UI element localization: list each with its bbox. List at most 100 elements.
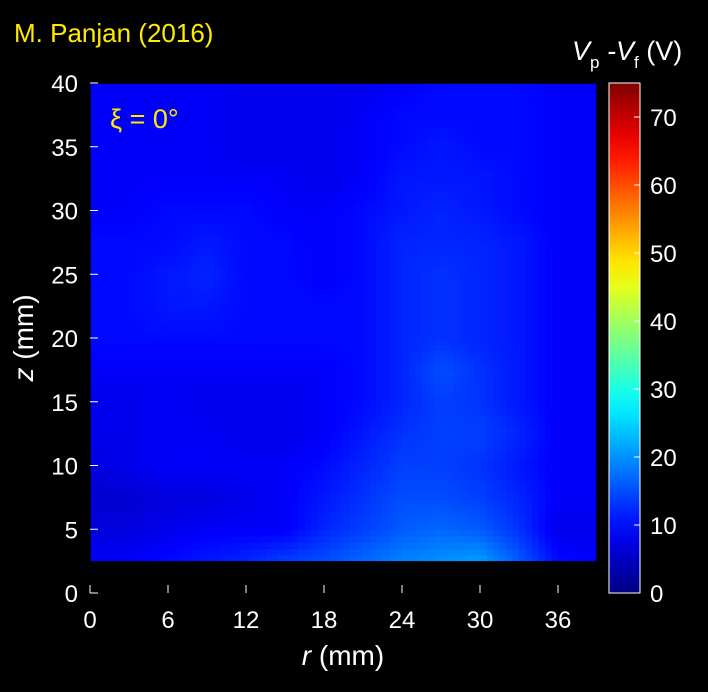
heatmap-cell: [135, 427, 143, 435]
heatmap-cell: [168, 153, 176, 161]
heatmap-cell: [415, 338, 423, 345]
heatmap-cell: [103, 216, 111, 224]
heatmap-cell: [499, 510, 507, 518]
heatmap-cell: [252, 159, 260, 167]
heatmap-cell: [369, 548, 377, 556]
heatmap-cell: [382, 331, 390, 339]
heatmap-cell: [103, 280, 111, 288]
heatmap-cell: [447, 357, 455, 365]
heatmap-cell: [304, 204, 312, 212]
heatmap-cell: [467, 427, 475, 435]
heatmap-cell: [174, 516, 182, 524]
heatmap-cell: [480, 382, 488, 390]
heatmap-cell: [415, 242, 423, 250]
heatmap-cell: [129, 452, 137, 460]
heatmap-cell: [90, 503, 98, 511]
heatmap-cell: [181, 216, 189, 224]
heatmap-cell: [259, 414, 267, 422]
heatmap-cell: [246, 522, 254, 530]
heatmap-cell: [506, 172, 514, 180]
heatmap-cell: [298, 401, 306, 409]
heatmap-cell: [408, 440, 416, 447]
heatmap-cell: [337, 382, 345, 390]
heatmap-cell: [538, 338, 546, 345]
heatmap-cell: [220, 261, 228, 269]
heatmap-cell: [499, 172, 507, 180]
heatmap-cell: [558, 153, 566, 161]
heatmap-cell: [291, 433, 299, 441]
heatmap-cell: [376, 229, 384, 237]
heatmap-cell: [493, 433, 501, 441]
heatmap-cell: [207, 452, 215, 460]
heatmap-cell: [376, 522, 384, 530]
heatmap-cell: [441, 299, 449, 307]
heatmap-cell: [389, 484, 397, 492]
heatmap-cell: [220, 236, 228, 243]
heatmap-cell: [317, 427, 325, 435]
heatmap-cell: [226, 535, 234, 543]
heatmap-cell: [330, 427, 338, 435]
heatmap-cell: [532, 516, 540, 524]
heatmap-cell: [499, 440, 507, 447]
heatmap-cell: [389, 287, 397, 294]
heatmap-cell: [148, 395, 156, 403]
heatmap-cell: [122, 471, 130, 479]
heatmap-cell: [571, 529, 579, 537]
heatmap-cell: [343, 408, 351, 416]
heatmap-cell: [122, 433, 130, 441]
heatmap-cell: [246, 471, 254, 479]
heatmap-cell: [551, 363, 559, 371]
heatmap-cell: [519, 542, 527, 549]
heatmap-cell: [116, 363, 124, 371]
heatmap-cell: [129, 529, 137, 537]
heatmap-cell: [90, 414, 98, 422]
heatmap-cell: [207, 338, 215, 345]
heatmap-cell: [272, 306, 280, 314]
heatmap-cell: [311, 497, 319, 505]
heatmap-cell: [298, 491, 306, 498]
heatmap-cell: [350, 395, 358, 403]
heatmap-cell: [148, 185, 156, 192]
heatmap-cell: [116, 357, 124, 365]
heatmap-cell: [246, 293, 254, 301]
heatmap-cell: [395, 516, 403, 524]
heatmap-cell: [122, 223, 130, 231]
heatmap-cell: [389, 306, 397, 314]
heatmap-cell: [350, 414, 358, 422]
heatmap-cell: [590, 172, 598, 180]
heatmap-cell: [356, 248, 364, 256]
heatmap-cell: [324, 497, 332, 505]
heatmap-cell: [590, 369, 598, 377]
heatmap-cell: [402, 159, 410, 167]
heatmap-cell: [330, 401, 338, 409]
heatmap-cell: [324, 535, 332, 543]
heatmap-cell: [577, 510, 585, 518]
heatmap-cell: [311, 427, 319, 435]
heatmap-cell: [155, 542, 163, 549]
heatmap-cell: [350, 357, 358, 365]
heatmap-cell: [519, 350, 527, 358]
heatmap-cell: [116, 414, 124, 422]
heatmap-cell: [356, 478, 364, 486]
heatmap-cell: [395, 408, 403, 416]
heatmap-cell: [389, 261, 397, 269]
heatmap-cell: [447, 452, 455, 460]
heatmap-cell: [506, 420, 514, 428]
heatmap-cell: [298, 357, 306, 365]
heatmap-cell: [194, 395, 202, 403]
heatmap-cell: [506, 548, 514, 556]
heatmap-cell: [395, 178, 403, 186]
heatmap-cell: [441, 325, 449, 333]
heatmap-cell: [493, 522, 501, 530]
heatmap-cell: [473, 427, 481, 435]
heatmap-cell: [376, 491, 384, 498]
heatmap-cell: [135, 369, 143, 377]
heatmap-cell: [454, 363, 462, 371]
heatmap-cell: [428, 497, 436, 505]
heatmap-cell: [421, 382, 429, 390]
heatmap-cell: [116, 459, 124, 467]
heatmap-cell: [220, 165, 228, 173]
heatmap-cell: [272, 465, 280, 473]
heatmap-cell: [571, 465, 579, 473]
heatmap-cell: [434, 465, 442, 473]
